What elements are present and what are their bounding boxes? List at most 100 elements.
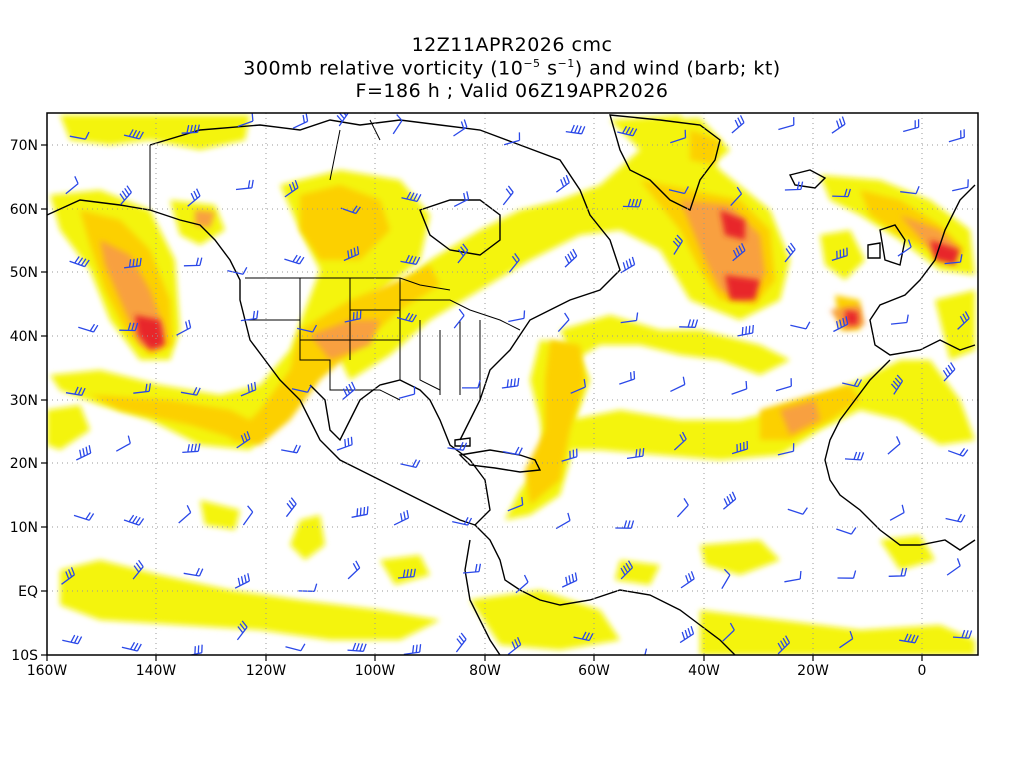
wind-barb (400, 459, 421, 469)
wind-barb (392, 114, 403, 135)
wind-barb (673, 431, 687, 451)
wind-barb (784, 570, 802, 583)
wind-barb (777, 635, 791, 655)
wind-barb (952, 179, 969, 192)
wind-barb (557, 312, 570, 333)
wind-barb (453, 308, 465, 329)
wind-barb (668, 186, 689, 195)
wind-barb (242, 505, 254, 526)
wind-barb (784, 242, 796, 263)
wind-barb (952, 629, 973, 639)
wind-barb (463, 563, 482, 574)
wind-barb (508, 310, 526, 323)
wind-barb (182, 443, 201, 454)
lat-label: 70N (10, 138, 38, 154)
tick-marks (41, 144, 923, 661)
wind-barb (296, 324, 318, 333)
lon-label: 100W (355, 663, 396, 679)
wind-barb (778, 117, 795, 131)
wind-barb (65, 176, 79, 195)
wind-barb (342, 381, 356, 400)
wind-barb (842, 378, 863, 388)
wind-barb (777, 443, 795, 456)
wind-barb (502, 446, 523, 456)
wind-barb (731, 380, 748, 395)
wind-barb (123, 514, 145, 526)
wind-barb (775, 378, 792, 392)
wind-barb (832, 188, 852, 198)
wind-barb (679, 626, 695, 644)
wind-barb (556, 174, 570, 193)
wind-barb (133, 383, 152, 394)
wind-barb (503, 132, 521, 146)
title-exponent-2: −1 (557, 57, 575, 70)
wind-barb (670, 129, 687, 144)
wind-barb (344, 310, 362, 323)
wind-barb (957, 311, 970, 330)
wind-barb (132, 559, 144, 580)
wind-barb (620, 312, 639, 324)
wind-barb (730, 186, 743, 207)
wind-barb (284, 179, 299, 198)
wind-barb (721, 568, 731, 590)
wind-barb (644, 648, 648, 655)
wind-barb (903, 119, 920, 133)
wind-barb (564, 248, 578, 268)
wind-barb (347, 642, 367, 652)
wind-barb (351, 506, 369, 518)
wind-barb (69, 256, 90, 268)
vorticity-low-contours (47, 115, 975, 655)
wind-barb (897, 239, 912, 257)
wind-barb (62, 634, 83, 645)
wind-barb (900, 185, 920, 195)
coastlines (47, 114, 976, 655)
wind-barb (178, 505, 192, 524)
wind-barb (615, 520, 635, 529)
wind-barb (123, 129, 144, 140)
political-boundaries (149, 119, 521, 401)
lon-label: 140W (136, 663, 177, 679)
lon-label: 40W (688, 663, 720, 679)
wind-barb (284, 254, 305, 265)
lat-label: 10N (10, 520, 38, 536)
wind-barb (292, 113, 309, 129)
wind-barb (447, 442, 468, 451)
wind-barb (887, 436, 901, 455)
wind-barb (453, 119, 468, 137)
wind-barb (944, 254, 963, 265)
wind-barb (555, 512, 571, 530)
title-line-2-mid: s (540, 57, 558, 80)
wind-barb (948, 129, 965, 143)
wind-barb (837, 570, 857, 579)
wind-barb (234, 573, 251, 589)
wind-barb (836, 527, 857, 535)
wind-barb (946, 558, 961, 576)
wind-barb (69, 131, 90, 140)
wind-barb (501, 377, 520, 389)
lon-label: 20W (797, 663, 829, 679)
wind-barb (183, 257, 203, 267)
wind-barb (403, 644, 422, 655)
wind-barb (508, 253, 520, 273)
wind-barb (515, 574, 529, 594)
wind-barb (124, 257, 142, 269)
wind-barb (831, 247, 848, 262)
wind-barb (336, 113, 349, 127)
wind-barb (336, 436, 353, 451)
wind-barb (119, 185, 132, 205)
wind-barb (888, 567, 908, 577)
wind-barb (240, 310, 259, 322)
lat-label: 40N (10, 329, 38, 345)
wind-barbs (61, 113, 973, 655)
wind-barb (401, 191, 422, 203)
graticule (47, 113, 978, 655)
wind-barb (115, 435, 131, 452)
wind-barb (285, 643, 306, 652)
wind-barb (281, 444, 301, 454)
lat-label: 30N (10, 393, 38, 409)
wind-barb (340, 205, 361, 215)
title-line-2-pre: 300mb relative vorticity (10 (243, 57, 524, 80)
wind-barb (617, 125, 638, 137)
wind-barb (121, 641, 142, 652)
wind-barb (784, 181, 804, 191)
